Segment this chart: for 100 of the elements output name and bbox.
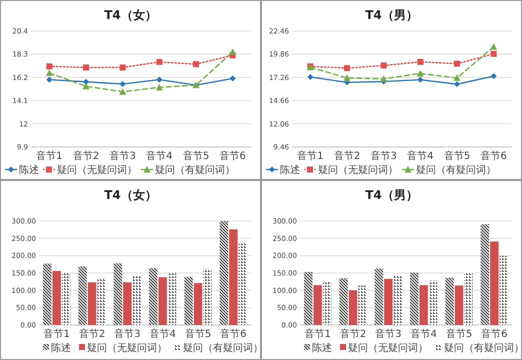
point [490,50,497,57]
point [83,64,89,70]
x-tick-label: 音节3 [114,328,141,340]
bar [464,272,473,325]
x-tick-label: 音节6 [481,328,508,340]
legend-label: 疑问（有疑问词） [444,342,522,354]
bar [304,272,312,325]
legend-label: 陈述 [312,342,332,354]
bar [123,282,132,325]
bar [428,280,438,325]
legend-label: 陈述 [19,164,39,176]
bar [454,285,464,325]
point [230,76,236,82]
bar [158,277,167,325]
bar [97,278,106,325]
bar [339,278,348,325]
x-tick-label: 音节2 [334,150,360,162]
x-tick-label: 音节4 [407,150,434,162]
bar [313,285,322,325]
point [82,82,90,90]
point [120,81,126,88]
bar [384,278,393,325]
point [380,62,387,68]
bar [445,278,454,325]
x-tick-label: 音节6 [220,328,247,340]
bar [149,268,158,325]
bar [410,272,418,325]
bar [43,264,52,325]
point [490,43,498,50]
chart-title: T4（女） [104,8,157,22]
bar [78,266,87,325]
point [490,73,497,80]
bar [374,268,384,325]
x-tick-label: 音节3 [375,328,402,340]
x-tick-label: 音节4 [146,150,173,162]
bar [394,275,402,325]
point [417,76,424,83]
bar [229,229,238,325]
point [193,61,199,68]
point [229,48,236,55]
bar [490,241,499,325]
bar [88,282,96,325]
bar [168,272,176,325]
point [156,76,162,83]
x-tick-label: 音节3 [370,150,397,162]
point [344,74,350,81]
x-tick-label: 音节5 [446,328,472,340]
point [156,84,163,90]
bar [419,285,428,325]
x-tick-label: 音节6 [219,150,246,162]
point [417,58,424,65]
legend-label: 陈述 [51,342,71,354]
bar [220,221,228,325]
point [120,64,126,70]
chart-title: T4（男） [365,188,418,202]
point [119,88,126,95]
point [454,60,460,67]
point [454,74,460,81]
legend-label: 疑问（无疑问词） [318,164,398,176]
bar [500,256,508,325]
bar [184,276,193,325]
legend-label: 疑问（无疑问词） [87,342,167,354]
point [46,76,52,83]
x-tick-label: 音节1 [43,328,70,340]
bar [52,270,61,325]
x-tick-label: 音节5 [444,150,470,162]
point [46,69,53,76]
x-tick-label: 音节2 [72,150,100,162]
point [46,63,52,70]
bar [358,285,367,325]
bar [114,263,122,325]
legend-label: 疑问（有疑问词） [183,342,263,354]
bar [132,275,141,325]
x-tick-label: 音节1 [297,150,324,162]
x-tick-label: 音节2 [78,328,106,340]
bar [348,290,358,325]
point [156,58,162,65]
x-tick-label: 音节4 [149,328,176,340]
legend-label: 疑问（无疑问词） [348,342,428,354]
legend-label: 疑问（有疑问词） [416,164,496,176]
x-tick-label: 音节6 [480,150,507,162]
point [416,70,424,76]
chart-title: T4（女） [104,188,157,202]
x-tick-label: 音节1 [304,328,331,340]
x-tick-label: 音节2 [340,328,366,340]
bar [480,224,490,325]
legend-label: 疑问（有疑问词） [155,164,235,176]
legend-label: 疑问（无疑问词） [57,164,137,176]
bar [322,281,332,325]
bar [203,268,212,325]
point [344,65,350,72]
chart-title: T4（男） [365,8,418,22]
x-tick-label: 音节5 [182,150,210,162]
legend-label: 陈述 [280,164,300,176]
bar [194,283,202,325]
point [307,74,314,80]
point [380,75,388,82]
x-tick-label: 音节1 [36,150,63,162]
bar [238,243,247,325]
x-tick-label: 音节3 [109,150,136,162]
